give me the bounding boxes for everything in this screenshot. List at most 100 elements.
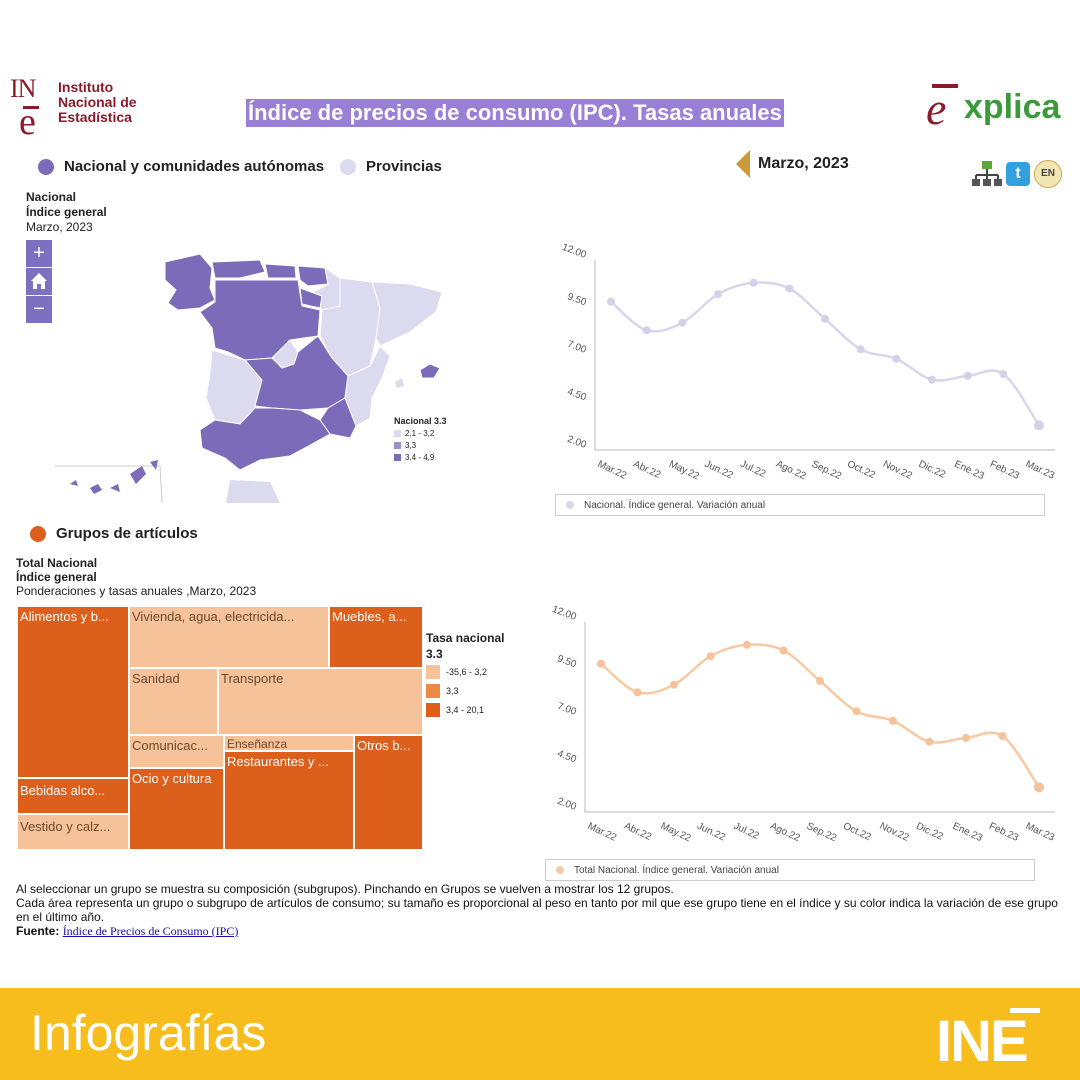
english-language-icon[interactable]: EN [1034, 160, 1062, 188]
data-point[interactable] [749, 278, 758, 287]
region-baleares[interactable] [419, 363, 441, 379]
region-andalucia[interactable] [199, 407, 331, 471]
data-point[interactable] [998, 732, 1007, 740]
data-point[interactable] [642, 326, 651, 335]
toggle-grupos[interactable]: Grupos de artículos [30, 525, 198, 542]
previous-date-icon[interactable] [736, 150, 750, 178]
canarias-inset-border [55, 465, 163, 503]
x-tick-label: Jun.22 [695, 821, 727, 844]
data-point[interactable] [1034, 782, 1044, 793]
date-label: Marzo, 2023 [758, 155, 849, 172]
data-point[interactable] [607, 297, 615, 306]
data-point[interactable] [706, 652, 715, 661]
data-point[interactable] [856, 345, 865, 354]
date-navigator[interactable]: Marzo, 2023 [736, 150, 849, 178]
legend-item[interactable]: 3,4 - 20,1 [426, 703, 504, 717]
chart-axis [594, 260, 1055, 451]
footer-label: Infografías [30, 1005, 267, 1061]
data-point[interactable] [597, 659, 605, 668]
chart-national-legend[interactable]: Nacional. Índice general. Variación anua… [555, 494, 1045, 516]
data-point[interactable] [889, 716, 897, 725]
x-tick-label: Nov.22 [878, 821, 911, 844]
region-asturias[interactable] [211, 259, 266, 279]
home-button[interactable] [26, 268, 52, 296]
x-tick-label: Oct.22 [845, 459, 877, 482]
twitter-icon[interactable]: t [1006, 162, 1030, 186]
data-point[interactable] [743, 640, 751, 649]
treemap-cell[interactable]: Otros b... [354, 735, 423, 850]
data-point[interactable] [928, 375, 936, 384]
data-point[interactable] [892, 354, 901, 363]
data-point[interactable] [963, 371, 972, 380]
region-ibiza [395, 378, 404, 388]
x-tick-label: Jul.22 [738, 459, 767, 480]
treemap-cell[interactable]: Ocio y cultura [129, 768, 224, 850]
chart-groups-legend[interactable]: Total Nacional. Índice general. Variació… [545, 859, 1035, 881]
y-tick-label: 9.50 [566, 291, 588, 308]
ine-logo[interactable]: IN e Instituto Nacional de Estadística [10, 74, 137, 143]
source-link[interactable]: Índice de Precios de Consumo (IPC) [62, 924, 239, 938]
region-cantabria[interactable] [264, 263, 297, 279]
treemap-cell[interactable]: Vivienda, agua, electricida... [129, 606, 329, 668]
map-legend: Nacional 3.3 2,1 - 3,2 3,3 3,4 - 4,9 [394, 416, 447, 462]
region-ceuta-melilla[interactable] [226, 480, 280, 503]
toggle-provincias[interactable]: Provincias [340, 158, 442, 175]
x-tick-label: Ago.22 [774, 459, 808, 483]
zoom-in-button[interactable]: + [26, 240, 52, 268]
data-point[interactable] [852, 707, 861, 716]
x-tick-label: Ago.22 [768, 821, 802, 845]
data-point[interactable] [633, 688, 642, 697]
y-tick-label: 2.00 [566, 434, 588, 451]
legend-item[interactable]: 3,4 - 4,9 [394, 453, 447, 462]
treemap-cell[interactable]: Sanidad [129, 668, 218, 735]
region-galicia[interactable] [164, 253, 216, 311]
x-tick-label: Sep.22 [810, 459, 844, 483]
treemap-cell[interactable]: Alimentos y b... [17, 606, 129, 778]
data-point[interactable] [816, 676, 824, 685]
ine-logo-text: Instituto Nacional de Estadística [58, 79, 137, 125]
treemap-cell[interactable]: Restaurantes y ... [224, 751, 354, 850]
data-point[interactable] [785, 284, 794, 293]
data-point[interactable] [678, 318, 687, 327]
sitemap-icon[interactable] [972, 160, 1002, 188]
x-tick-label: Ene.23 [952, 459, 986, 483]
y-tick-label: 7.00 [566, 339, 588, 356]
treemap-cell[interactable]: Transporte [218, 668, 423, 735]
data-point[interactable] [779, 646, 788, 655]
legend-item[interactable]: 3,3 [426, 684, 504, 698]
treemap: Alimentos y b... Vivienda, agua, electri… [17, 606, 423, 850]
x-tick-label: Dic.22 [917, 459, 948, 481]
data-point[interactable] [714, 290, 722, 299]
data-point[interactable] [999, 370, 1008, 378]
data-point[interactable] [925, 737, 934, 746]
region-pais-vasco[interactable] [297, 265, 329, 287]
y-tick-label: 2.00 [556, 796, 578, 813]
toggle-nacional[interactable]: Nacional y comunidades autónomas [38, 158, 324, 175]
region-valencia[interactable] [344, 345, 391, 427]
zoom-out-button[interactable]: − [26, 296, 52, 324]
legend-item[interactable]: 2,1 - 3,2 [394, 429, 447, 438]
treemap-cell[interactable]: Bebidas alco... [17, 778, 129, 814]
data-point[interactable] [821, 314, 829, 323]
legend-item[interactable]: 3,3 [394, 441, 447, 450]
data-point[interactable] [670, 680, 678, 689]
radio-selected-icon [30, 525, 46, 542]
treemap-cell[interactable]: Vestido y calz... [17, 814, 129, 850]
explica-logo[interactable]: e xplica [926, 83, 1061, 134]
x-tick-label: Mar.23 [1024, 459, 1057, 482]
treemap-cell[interactable]: Enseñanza [224, 735, 354, 751]
treemap-cell[interactable]: Comunicac... [129, 735, 224, 768]
ine-footer-logo: INE [936, 994, 1066, 1074]
data-point[interactable] [962, 733, 970, 742]
treemap-cell[interactable]: Muebles, a... [329, 606, 423, 668]
footer-banner: Infografías INE [0, 988, 1080, 1080]
x-tick-label: Sep.22 [805, 821, 839, 845]
region-cataluna[interactable] [371, 281, 443, 347]
series-line [600, 643, 1041, 789]
data-point[interactable] [1034, 420, 1044, 431]
region-canarias[interactable] [70, 460, 158, 494]
legend-item[interactable]: -35,6 - 3,2 [426, 665, 504, 679]
x-tick-label: Abr.22 [631, 459, 662, 481]
treemap-legend: Tasa nacional 3.3 -35,6 - 3,2 3,3 3,4 - … [426, 631, 505, 717]
